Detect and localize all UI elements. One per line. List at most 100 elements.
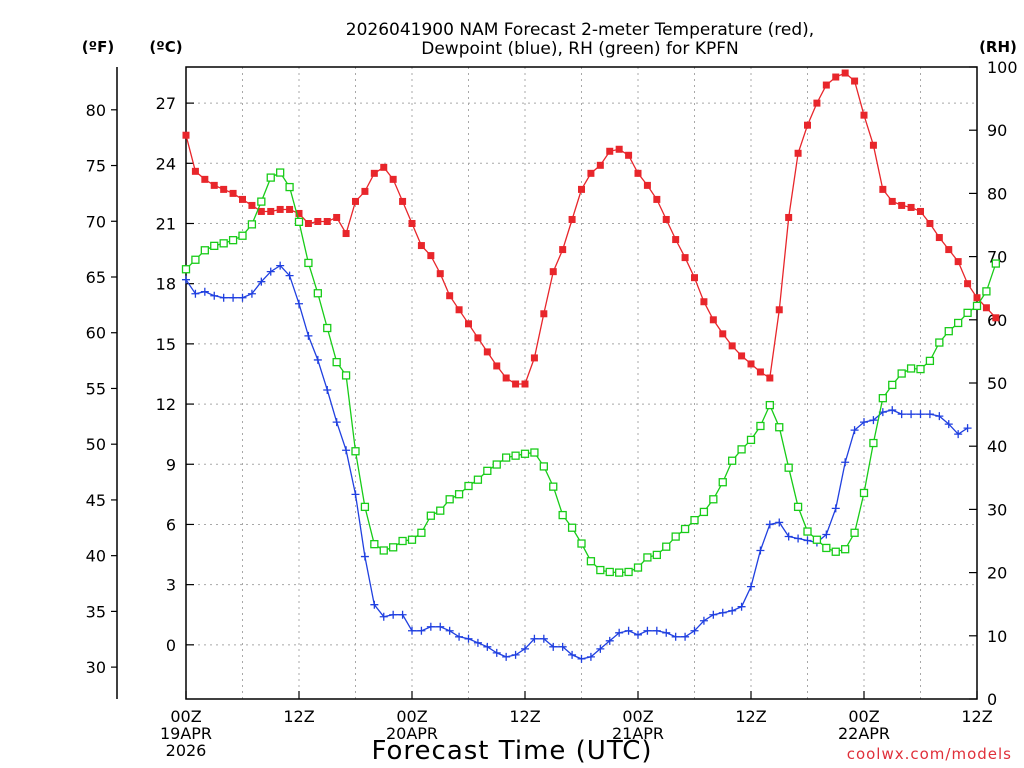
temperature-point (926, 219, 934, 227)
rh-tick-label: 0 (987, 690, 997, 709)
dewpoint-point (502, 652, 511, 661)
rh-point (963, 308, 972, 317)
rh-point (313, 289, 322, 298)
temperature-point (295, 209, 303, 217)
dewpoint-point (426, 622, 435, 631)
rh-point (822, 543, 831, 553)
series-line-dewpoint (185, 264, 968, 660)
rh-point (775, 423, 784, 432)
dewpoint-point (191, 289, 200, 298)
x-tick-label: 00Z (396, 707, 427, 726)
rh-point (210, 241, 219, 251)
rh-point (954, 318, 963, 328)
rh-point (360, 502, 370, 512)
temperature-point (389, 175, 397, 183)
temperature-point (719, 330, 727, 338)
celsius-tick-label: 12 (156, 395, 176, 414)
rh-point (417, 528, 426, 537)
rh-point (530, 448, 539, 457)
rh-point (191, 255, 200, 264)
temperature-point (822, 81, 830, 89)
rh-point (549, 482, 558, 491)
dewpoint-point (304, 331, 313, 340)
rh-point (257, 197, 266, 206)
rh-point (756, 421, 765, 431)
temperature-point (945, 246, 953, 254)
rh-point (247, 220, 257, 229)
temperature-point (191, 167, 199, 175)
rh-point (690, 515, 699, 525)
dewpoint-point (398, 610, 407, 619)
dewpoint-point (615, 628, 624, 637)
temperature-point (493, 362, 501, 370)
x-tick-label: 2026 (166, 741, 207, 760)
dewpoint-point (850, 426, 859, 435)
dewpoint-point (370, 600, 379, 609)
rh-point (728, 456, 737, 465)
temperature-point (653, 195, 661, 203)
dewpoint-point (652, 626, 661, 635)
rh-point (238, 231, 247, 240)
dewpoint-point (860, 418, 868, 427)
rh-point (944, 327, 953, 336)
rh-point (370, 540, 379, 549)
x-tick-label: 12Z (961, 707, 992, 726)
temperature-point (804, 121, 811, 129)
rh-point (935, 338, 944, 347)
rh-tick-label: 40 (987, 437, 1007, 456)
dewpoint-point (586, 652, 595, 661)
dewpoint-point (756, 546, 765, 555)
temperature-point (879, 185, 887, 193)
fahrenheit-tick-label: 65 (86, 268, 106, 287)
rh-point (991, 259, 1000, 268)
temperature-point (380, 163, 388, 171)
temperature-point (474, 334, 482, 342)
temperature-point (851, 77, 859, 85)
celsius-tick-label: 27 (156, 94, 176, 113)
temperature-point (276, 205, 284, 213)
fahrenheit-tick-label: 50 (86, 435, 106, 454)
rh-point (643, 553, 652, 562)
rh-point (323, 323, 332, 333)
dewpoint-point (323, 386, 332, 395)
temperature-point (248, 201, 256, 209)
temperature-point (691, 274, 698, 282)
rh-point (398, 536, 407, 546)
temperature-point (672, 236, 680, 244)
rh-point (285, 182, 294, 192)
dewpoint-point (681, 632, 690, 641)
temperature-point (869, 141, 877, 149)
temperature-point (267, 207, 275, 215)
rh-tick-label: 50 (987, 374, 1007, 393)
x-tick-label: 00Z (170, 707, 201, 726)
dewpoint-point (238, 293, 247, 302)
dewpoint-point (247, 289, 256, 298)
rh-point (454, 490, 464, 499)
rh-tick-label: 80 (987, 184, 1007, 203)
rh-point (671, 532, 680, 541)
dewpoint-point (944, 420, 953, 429)
rh-point (803, 527, 812, 536)
rh-point (294, 217, 304, 226)
rh-point (709, 495, 718, 504)
celsius-tick-label: 21 (156, 214, 176, 233)
data-series (181, 69, 1000, 663)
x-tick-label: 00Z (622, 707, 653, 726)
rh-point (577, 539, 586, 548)
rh-point (200, 246, 209, 255)
series-line-rh (185, 171, 997, 574)
temperature-point (530, 354, 538, 362)
temperature-point (568, 215, 576, 223)
temperature-point (361, 187, 369, 195)
grid-lines (186, 67, 977, 699)
dewpoint-point (549, 642, 558, 651)
rh-tick-label: 10 (987, 627, 1007, 646)
celsius-tick-label: 18 (156, 275, 176, 294)
rh-point (351, 447, 360, 456)
rh-point (567, 523, 577, 532)
source-credit: coolwx.com/models (847, 745, 1012, 763)
rh-point (765, 400, 774, 410)
temperature-point (888, 197, 896, 205)
dewpoint-point (445, 626, 454, 635)
x-tick-label: 12Z (735, 707, 766, 726)
